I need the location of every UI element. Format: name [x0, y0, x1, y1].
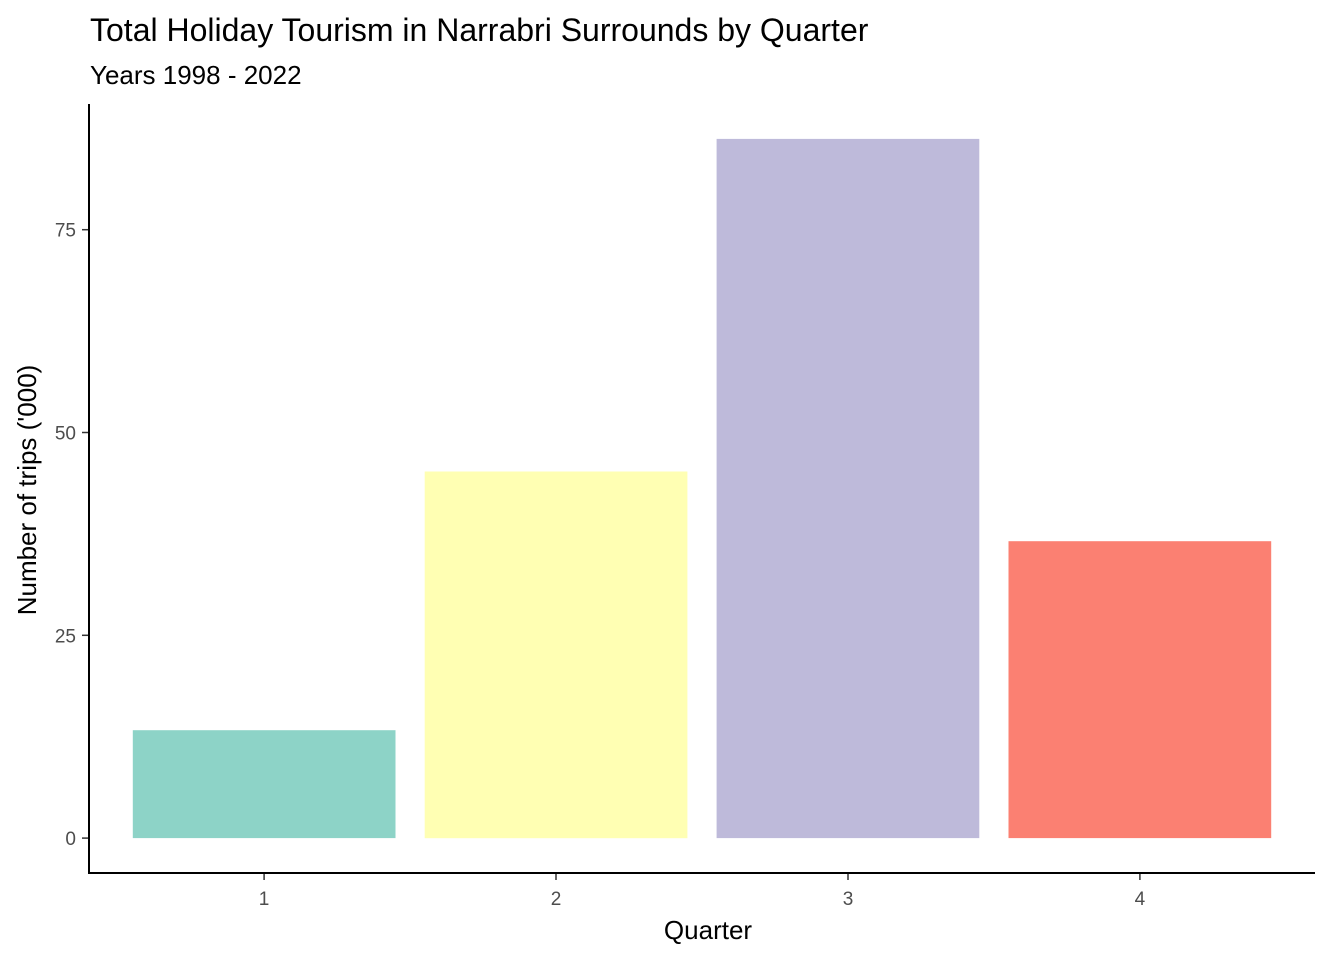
- chart-title: Total Holiday Tourism in Narrabri Surrou…: [90, 12, 869, 48]
- bar-quarter-2: [424, 471, 688, 839]
- x-tick-label: 2: [551, 889, 562, 910]
- bars-group: [132, 138, 1272, 839]
- bar-quarter-3: [716, 138, 980, 839]
- y-axis-ticks: 0 25 50 75: [55, 221, 89, 850]
- bar-quarter-1: [132, 730, 396, 839]
- chart-subtitle: Years 1998 - 2022: [90, 60, 302, 90]
- x-tick-label: 3: [843, 889, 854, 910]
- x-axis-ticks: 1 2 3 4: [259, 873, 1146, 910]
- x-tick-label: 1: [259, 889, 270, 910]
- x-axis-title: Quarter: [664, 915, 752, 945]
- y-tick-label: 0: [65, 829, 76, 850]
- y-tick-label: 25: [55, 626, 76, 647]
- bar-quarter-4: [1008, 541, 1272, 839]
- y-tick-label: 75: [55, 221, 76, 242]
- x-tick-label: 4: [1135, 889, 1146, 910]
- y-tick-label: 50: [55, 424, 76, 445]
- y-axis-title: Number of trips ('000): [12, 365, 42, 616]
